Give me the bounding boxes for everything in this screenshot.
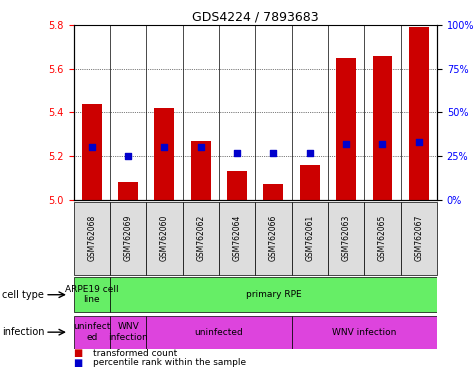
Text: infection: infection (2, 327, 45, 337)
Bar (227, 171, 247, 200)
Text: primary RPE: primary RPE (246, 290, 301, 299)
Text: ■: ■ (74, 348, 83, 358)
Text: uninfected: uninfected (195, 328, 243, 337)
Title: GDS4224 / 7893683: GDS4224 / 7893683 (192, 11, 319, 24)
Text: GSM762062: GSM762062 (196, 215, 205, 261)
Bar (336, 58, 356, 200)
FancyBboxPatch shape (74, 202, 110, 275)
Point (124, 153, 132, 159)
Text: ■: ■ (74, 358, 83, 368)
Bar (409, 27, 429, 200)
Text: transformed count: transformed count (93, 349, 177, 358)
FancyBboxPatch shape (110, 277, 437, 312)
FancyBboxPatch shape (146, 202, 182, 275)
FancyBboxPatch shape (292, 202, 328, 275)
Point (88, 144, 95, 150)
Text: WNV
infection: WNV infection (108, 323, 148, 342)
Text: GSM762066: GSM762066 (269, 215, 278, 261)
FancyBboxPatch shape (256, 202, 292, 275)
FancyBboxPatch shape (110, 316, 146, 349)
Point (306, 149, 314, 156)
FancyBboxPatch shape (146, 316, 292, 349)
Bar (264, 184, 284, 200)
Point (270, 149, 277, 156)
Text: GSM762064: GSM762064 (233, 215, 242, 261)
FancyBboxPatch shape (292, 316, 437, 349)
Bar (82, 104, 102, 200)
FancyBboxPatch shape (182, 202, 219, 275)
Text: GSM762061: GSM762061 (305, 215, 314, 261)
Text: percentile rank within the sample: percentile rank within the sample (93, 358, 246, 367)
Text: GSM762060: GSM762060 (160, 215, 169, 261)
Bar (118, 182, 138, 200)
FancyBboxPatch shape (74, 316, 110, 349)
Point (415, 139, 423, 145)
Point (197, 144, 205, 150)
FancyBboxPatch shape (110, 202, 146, 275)
FancyBboxPatch shape (364, 202, 400, 275)
Point (161, 144, 168, 150)
Point (379, 141, 386, 147)
Point (342, 141, 350, 147)
Point (233, 149, 241, 156)
Bar (372, 56, 392, 200)
FancyBboxPatch shape (219, 202, 256, 275)
Bar (191, 141, 211, 200)
Text: GSM762069: GSM762069 (124, 215, 133, 261)
FancyBboxPatch shape (328, 202, 364, 275)
Text: cell type: cell type (2, 290, 44, 300)
Text: GSM762065: GSM762065 (378, 215, 387, 261)
Text: GSM762067: GSM762067 (414, 215, 423, 261)
Text: uninfect
ed: uninfect ed (73, 323, 111, 342)
Text: WNV infection: WNV infection (332, 328, 397, 337)
FancyBboxPatch shape (74, 277, 110, 312)
Bar (300, 165, 320, 200)
Text: ARPE19 cell
line: ARPE19 cell line (65, 285, 119, 305)
FancyBboxPatch shape (400, 202, 437, 275)
Bar (154, 108, 174, 200)
Text: GSM762063: GSM762063 (342, 215, 351, 261)
Text: GSM762068: GSM762068 (87, 215, 96, 261)
